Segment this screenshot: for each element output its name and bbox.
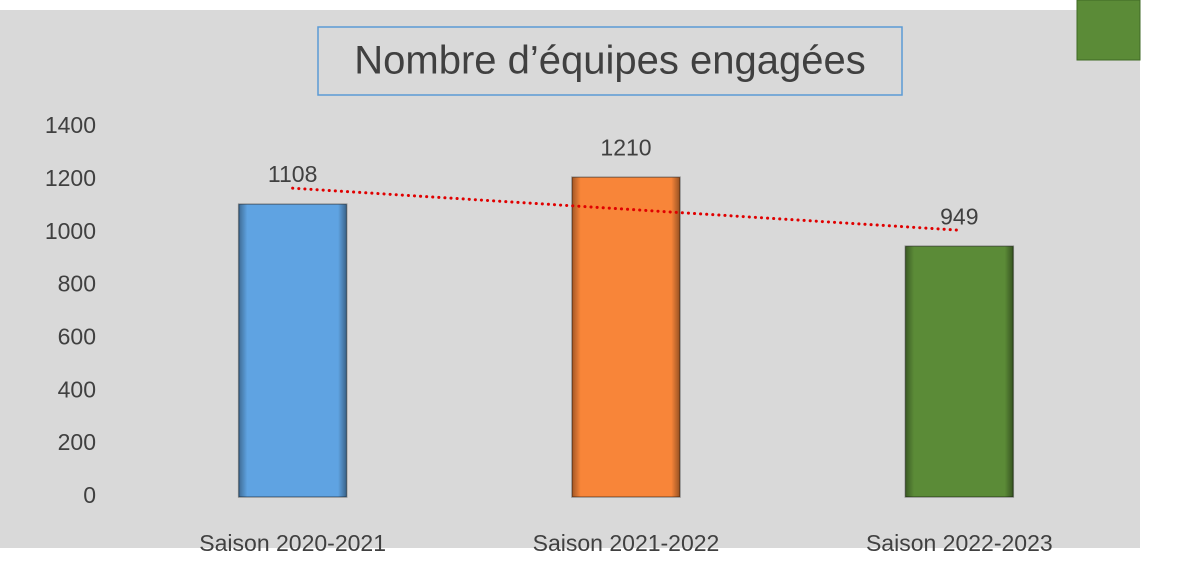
y-tick-label: 1200: [45, 165, 96, 191]
trendline: [291, 186, 961, 232]
value-label: 1210: [600, 134, 651, 160]
y-tick-label: 600: [58, 324, 96, 350]
bar-shade: [238, 204, 347, 497]
bar-shade: [572, 177, 680, 497]
y-tick-label: 1000: [45, 218, 96, 244]
value-label: 949: [940, 203, 978, 229]
y-tick-label: 800: [58, 271, 96, 297]
y-tick-label: 1400: [45, 112, 96, 138]
x-tick-label: Saison 2022-2023: [866, 530, 1053, 556]
x-tick-label: Saison 2021-2022: [533, 530, 720, 556]
x-tick-label: Saison 2020-2021: [199, 530, 386, 556]
chart-title: Nombre d’équipes engagées: [354, 39, 865, 83]
value-label: 1108: [268, 161, 317, 187]
y-tick-label: 200: [58, 429, 96, 455]
y-tick-label: 0: [83, 482, 96, 508]
title-box: [317, 26, 903, 96]
y-tick-label: 400: [58, 376, 96, 402]
bar-shade: [905, 246, 1014, 497]
decoration: [1076, 0, 1141, 61]
